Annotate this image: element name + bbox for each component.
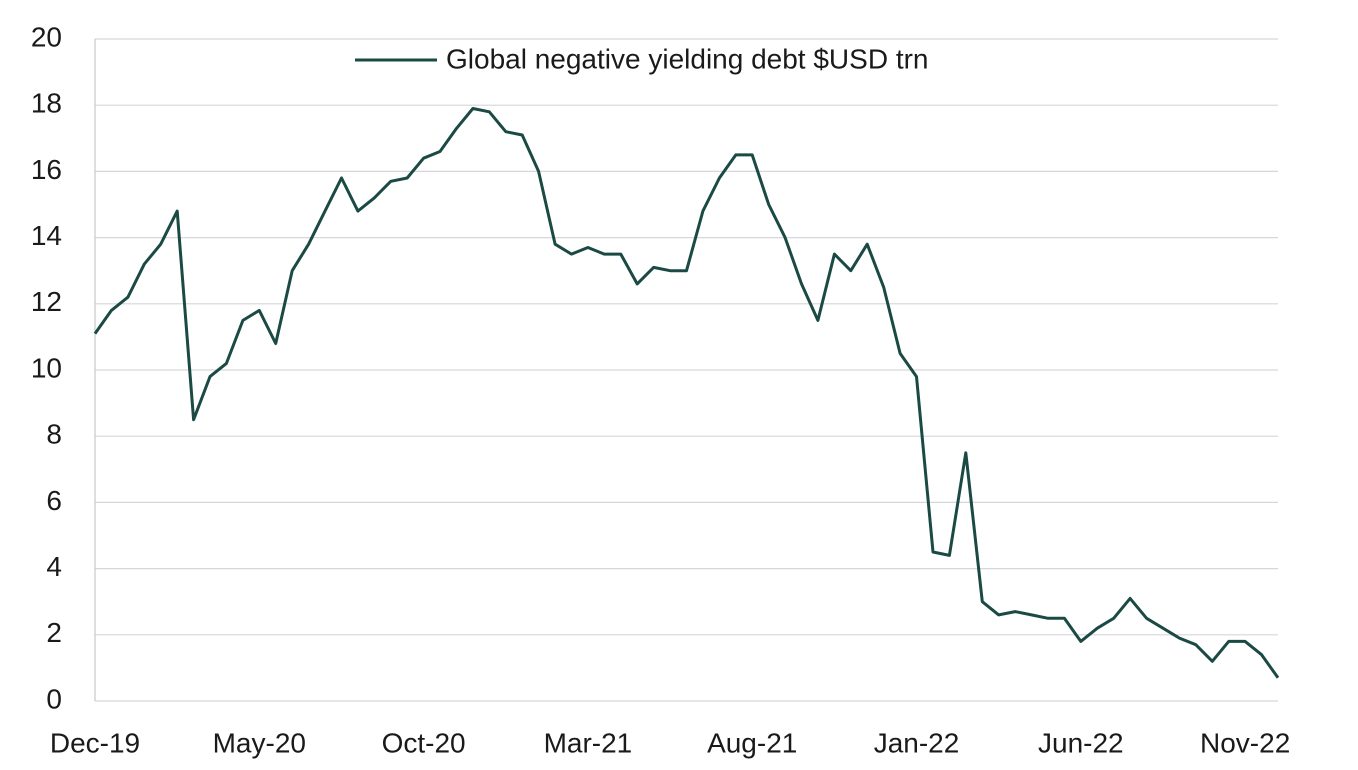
y-tick-label: 20 — [31, 21, 62, 52]
y-tick-label: 16 — [31, 154, 62, 185]
x-tick-label: May-20 — [213, 727, 306, 758]
x-tick-label: Jun-22 — [1038, 727, 1124, 758]
y-tick-label: 8 — [46, 419, 62, 450]
y-tick-label: 4 — [46, 551, 62, 582]
x-tick-label: Oct-20 — [382, 727, 466, 758]
x-tick-label: Aug-21 — [707, 727, 797, 758]
data-line — [93, 107, 1280, 679]
legend-label: Global negative yielding debt $USD trn — [446, 43, 929, 74]
y-tick-label: 0 — [46, 683, 62, 714]
x-tick-label: Jan-22 — [874, 727, 960, 758]
x-tick-label: Dec-19 — [50, 727, 140, 758]
x-tick-label: Nov-22 — [1200, 727, 1290, 758]
y-tick-label: 10 — [31, 352, 62, 383]
y-tick-label: 2 — [46, 617, 62, 648]
y-tick-label: 12 — [31, 286, 62, 317]
x-tick-label: Mar-21 — [544, 727, 633, 758]
y-tick-label: 18 — [31, 88, 62, 119]
y-tick-label: 14 — [31, 220, 62, 251]
y-tick-label: 6 — [46, 485, 62, 516]
